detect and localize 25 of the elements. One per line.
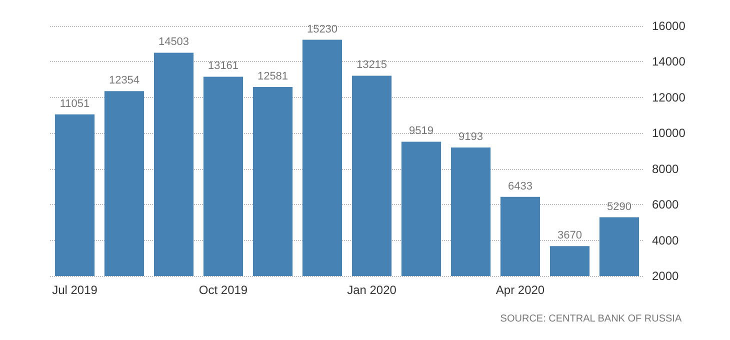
x-tick-label: Jul 2019	[52, 283, 98, 297]
x-tick-label: Apr 2020	[496, 283, 545, 297]
y-tick-label: 2000	[652, 269, 680, 283]
x-tick-label: Oct 2019	[198, 283, 248, 297]
y-tick-label: 16000	[652, 19, 686, 33]
data-label: 13161	[208, 60, 239, 72]
data-label: 9193	[458, 131, 483, 144]
data-label: 14503	[158, 36, 190, 48]
data-label: 5290	[607, 200, 632, 213]
source-note: SOURCE: CENTRAL BANK OF RUSSIA	[500, 314, 682, 324]
y-tick-label: 4000	[652, 233, 680, 248]
data-label: 3670	[558, 230, 582, 242]
y-tick-label: 10000	[652, 126, 686, 140]
data-label: 12354	[108, 74, 140, 87]
data-label: 12581	[257, 70, 288, 83]
data-label: 9519	[409, 125, 434, 138]
y-tick-label: 6000	[652, 198, 680, 212]
data-label: 11051	[60, 98, 90, 110]
data-label: 15230	[306, 23, 338, 36]
data-label: 13215	[356, 59, 388, 72]
y-tick-label: 12000	[652, 90, 686, 104]
y-tick-label: 8000	[652, 162, 680, 176]
data-label: 6433	[508, 180, 532, 192]
y-tick-label: 14000	[652, 54, 686, 69]
x-tick-label: Jan 2020	[347, 283, 397, 297]
